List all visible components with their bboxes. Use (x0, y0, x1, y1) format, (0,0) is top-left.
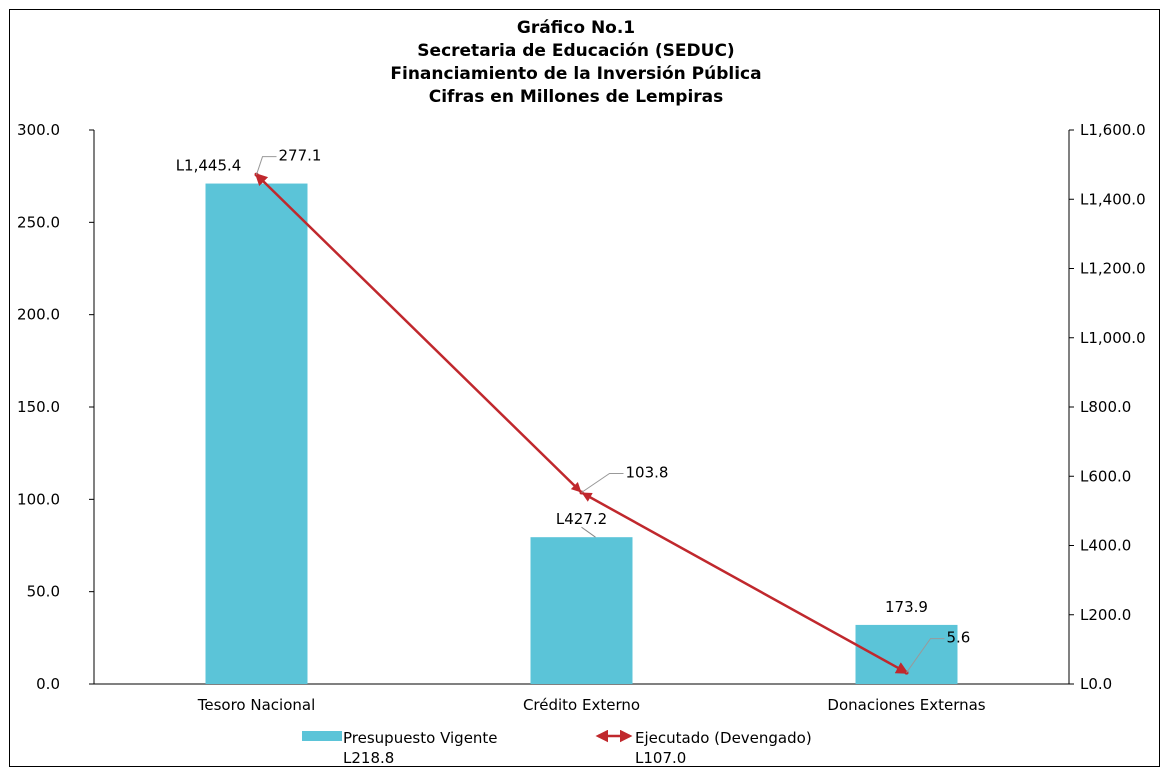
left-tick-label: 100.0 (17, 490, 60, 508)
right-tick-label: L200.0 (1080, 606, 1131, 624)
bar-data-label: L1,445.4 (176, 157, 242, 175)
bar (855, 624, 958, 684)
legend-line-name: Ejecutado (Devengado) (635, 729, 812, 747)
left-tick-label: 250.0 (17, 213, 60, 231)
legend-bar-swatch (302, 731, 342, 741)
title-line-4: Cifras en Millones de Lempiras (429, 87, 724, 107)
legend-bar-name: Presupuesto Vigente (343, 729, 498, 747)
left-tick-label: 50.0 (27, 583, 60, 601)
right-tick-label: L0.0 (1080, 675, 1112, 693)
right-tick-label: L800.0 (1080, 398, 1131, 416)
bars (205, 183, 958, 684)
right-tick-label: L600.0 (1080, 467, 1131, 485)
axes: 0.0 50.0 100.0 150.0 200.0 250.0 300.0 L0.0 L200… (17, 121, 1146, 714)
legend-bar-value: L218.8 (343, 749, 394, 767)
left-tick-label: 300.0 (17, 121, 60, 139)
left-tick-label: 200.0 (17, 306, 60, 324)
right-tick-label: L1,600.0 (1080, 121, 1146, 139)
line-arrowhead (570, 481, 582, 493)
data-labels: L1,445.4 L427.2 173.9 277.1 103.8 5.6 (176, 147, 971, 673)
left-tick-label: 0.0 (36, 675, 60, 693)
bar (530, 537, 633, 684)
right-tick-label: L1,200.0 (1080, 260, 1146, 278)
left-tick-label: 150.0 (17, 398, 60, 416)
category-label: Tesoro Nacional (197, 696, 316, 714)
bar-data-label: 173.9 (885, 598, 928, 616)
line-data-label: 103.8 (626, 464, 669, 482)
bar-data-label: L427.2 (556, 510, 607, 528)
legend-line-value: L107.0 (635, 749, 686, 767)
right-tick-label: L1,400.0 (1080, 190, 1146, 208)
bar (205, 183, 308, 684)
line-data-label: 5.6 (947, 629, 971, 647)
right-tick-label: L400.0 (1080, 537, 1131, 555)
leader-line (256, 156, 277, 175)
title-line-2: Secretaria de Educación (SEDUC) (417, 41, 734, 61)
category-label: Crédito Externo (523, 696, 640, 714)
category-label: Donaciones Externas (827, 696, 985, 714)
right-tick-label: L1,000.0 (1080, 329, 1146, 347)
line-data-label: 277.1 (279, 147, 322, 165)
chart-title: Gráfico No.1 Secretaria de Educación (SED… (390, 18, 761, 107)
title-line-1: Gráfico No.1 (517, 18, 635, 38)
leader-line (581, 473, 624, 493)
chart-frame: Gráfico No.1 Secretaria de Educación (SED… (9, 9, 1160, 767)
leader-line (581, 526, 596, 538)
chart: Gráfico No.1 Secretaria de Educación (SED… (17, 18, 1146, 767)
leader-line (906, 638, 945, 673)
line-arrowhead (581, 492, 593, 502)
legend: Presupuesto Vigente L218.8 Ejecutado (Deve… (302, 729, 812, 767)
title-line-3: Financiamiento de la Inversión Pública (390, 64, 761, 84)
